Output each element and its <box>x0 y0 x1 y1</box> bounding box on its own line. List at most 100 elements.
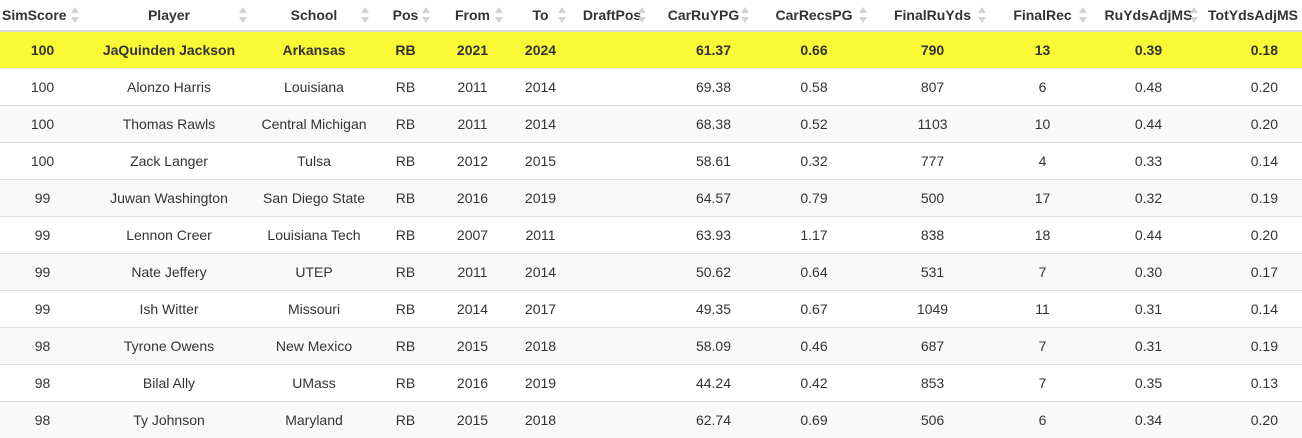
sort-icon[interactable] <box>239 7 247 23</box>
column-header-ruydsadjms[interactable]: RuYdsAdjMS <box>1093 0 1204 31</box>
from-cell: 2012 <box>436 143 509 180</box>
header-row: SimScore Player School Pos From To Draft… <box>0 0 1302 31</box>
sort-icon[interactable] <box>1190 7 1198 23</box>
totydsadjms-cell: 0.14 <box>1204 143 1302 180</box>
carruypg-cell: 62.74 <box>652 402 755 438</box>
from-cell: 2011 <box>436 106 509 143</box>
sort-icon[interactable] <box>638 7 646 23</box>
ruydsadjms-cell: 0.31 <box>1093 328 1204 365</box>
player-cell: Tyrone Owens <box>85 328 253 365</box>
to-cell: 2019 <box>509 180 572 217</box>
ruydsadjms-cell: 0.32 <box>1093 180 1204 217</box>
carrecspg-cell: 0.67 <box>755 291 873 328</box>
column-header-pos[interactable]: Pos <box>375 0 436 31</box>
column-header-draftpos[interactable]: DraftPos <box>572 0 652 31</box>
column-header-label: Pos <box>393 7 419 23</box>
pos-cell: RB <box>375 291 436 328</box>
draftpos-cell <box>572 328 652 365</box>
draftpos-cell <box>572 31 652 69</box>
carruypg-cell: 49.35 <box>652 291 755 328</box>
column-header-from[interactable]: From <box>436 0 509 31</box>
totydsadjms-cell: 0.18 <box>1204 31 1302 69</box>
to-cell: 2018 <box>509 402 572 438</box>
sort-icon[interactable] <box>859 7 867 23</box>
finalrec-cell: 13 <box>992 31 1093 69</box>
ruydsadjms-cell: 0.34 <box>1093 402 1204 438</box>
draftpos-cell <box>572 106 652 143</box>
player-cell: Zack Langer <box>85 143 253 180</box>
ruydsadjms-cell: 0.35 <box>1093 365 1204 402</box>
sort-icon[interactable] <box>741 7 749 23</box>
ruydsadjms-cell: 0.44 <box>1093 217 1204 254</box>
player-cell: Alonzo Harris <box>85 69 253 106</box>
sort-icon[interactable] <box>1079 7 1087 23</box>
carruypg-cell: 61.37 <box>652 31 755 69</box>
from-cell: 2014 <box>436 291 509 328</box>
sort-icon[interactable] <box>71 7 79 23</box>
carrecspg-cell: 0.32 <box>755 143 873 180</box>
simscore-cell: 99 <box>0 217 85 254</box>
player-cell: Lennon Creer <box>85 217 253 254</box>
simscore-cell: 100 <box>0 143 85 180</box>
column-header-finalruyds[interactable]: FinalRuYds <box>873 0 992 31</box>
carruypg-cell: 58.09 <box>652 328 755 365</box>
to-cell: 2019 <box>509 365 572 402</box>
school-cell: Maryland <box>253 402 375 438</box>
sort-icon[interactable] <box>422 7 430 23</box>
pos-cell: RB <box>375 143 436 180</box>
to-cell: 2014 <box>509 106 572 143</box>
ruydsadjms-cell: 0.31 <box>1093 291 1204 328</box>
simscore-cell: 99 <box>0 291 85 328</box>
column-header-label: CarRuYPG <box>668 7 740 23</box>
from-cell: 2016 <box>436 180 509 217</box>
column-header-totydsadjms[interactable]: TotYdsAdjMS <box>1204 0 1302 31</box>
sort-icon[interactable] <box>558 7 566 23</box>
totydsadjms-cell: 0.14 <box>1204 291 1302 328</box>
pos-cell: RB <box>375 106 436 143</box>
column-header-simscore[interactable]: SimScore <box>0 0 85 31</box>
pos-cell: RB <box>375 69 436 106</box>
sort-icon[interactable] <box>361 7 369 23</box>
school-cell: Tulsa <box>253 143 375 180</box>
column-header-label: Player <box>148 7 190 23</box>
column-header-finalrec[interactable]: FinalRec <box>992 0 1093 31</box>
finalruyds-cell: 807 <box>873 69 992 106</box>
to-cell: 2011 <box>509 217 572 254</box>
column-header-label: SimScore <box>2 7 67 23</box>
sort-icon[interactable] <box>978 7 986 23</box>
column-header-label: RuYdsAdjMS <box>1105 7 1193 23</box>
totydsadjms-cell: 0.20 <box>1204 217 1302 254</box>
sort-icon[interactable] <box>495 7 503 23</box>
finalrec-cell: 7 <box>992 328 1093 365</box>
column-header-carruypg[interactable]: CarRuYPG <box>652 0 755 31</box>
finalrec-cell: 6 <box>992 69 1093 106</box>
column-header-label: To <box>532 7 548 23</box>
column-header-label: From <box>455 7 490 23</box>
carrecspg-cell: 0.58 <box>755 69 873 106</box>
school-cell: Missouri <box>253 291 375 328</box>
carrecspg-cell: 1.17 <box>755 217 873 254</box>
column-header-carrecspg[interactable]: CarRecsPG <box>755 0 873 31</box>
from-cell: 2016 <box>436 365 509 402</box>
carruypg-cell: 50.62 <box>652 254 755 291</box>
column-header-school[interactable]: School <box>253 0 375 31</box>
finalruyds-cell: 506 <box>873 402 992 438</box>
school-cell: Louisiana Tech <box>253 217 375 254</box>
draftpos-cell <box>572 254 652 291</box>
simscore-cell: 98 <box>0 328 85 365</box>
column-header-player[interactable]: Player <box>85 0 253 31</box>
column-header-to[interactable]: To <box>509 0 572 31</box>
finalrec-cell: 7 <box>992 254 1093 291</box>
